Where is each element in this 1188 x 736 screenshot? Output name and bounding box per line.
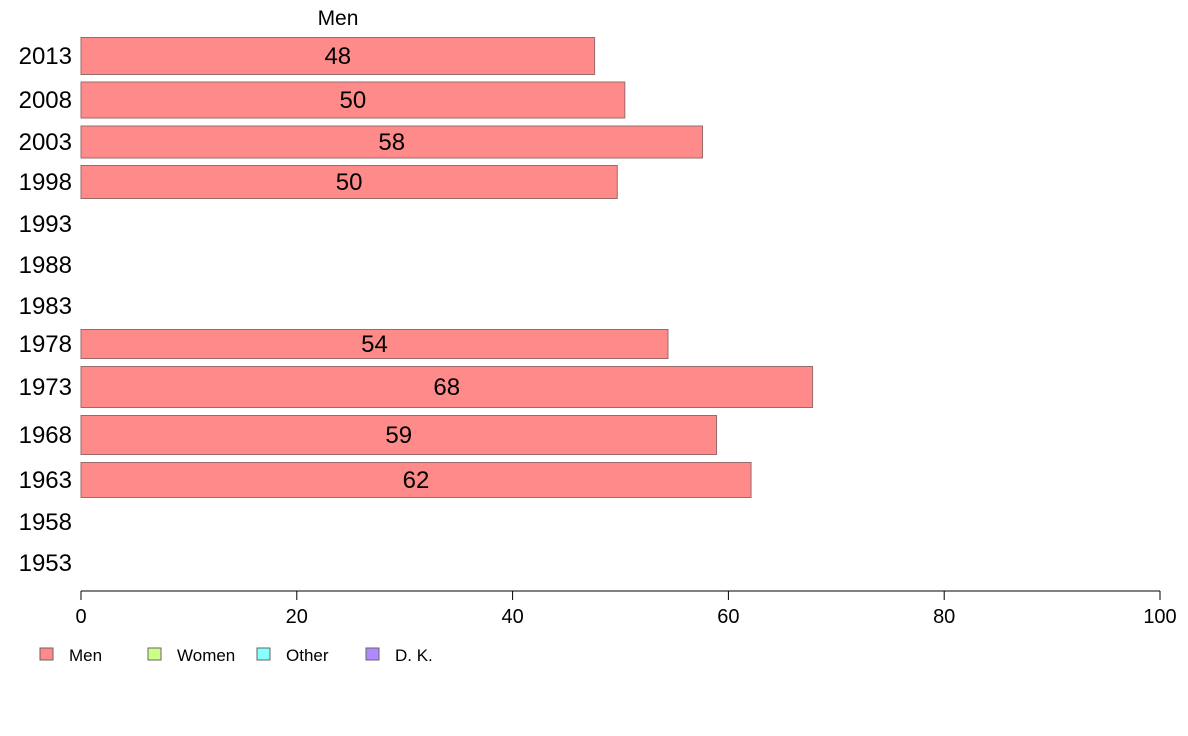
legend-label: Other — [286, 646, 329, 665]
y-tick-label: 1973 — [19, 374, 72, 401]
y-tick-label: 1998 — [19, 169, 72, 196]
bar — [80, 329, 669, 359]
x-tick-label: 80 — [933, 606, 955, 628]
legend-label: D. K. — [395, 646, 433, 665]
y-tick-label: 1963 — [19, 467, 72, 494]
bars — [80, 37, 814, 498]
y-tick-label: 1993 — [19, 211, 72, 238]
bar — [80, 415, 718, 455]
legend-swatch — [147, 647, 162, 661]
x-tick-label: 100 — [1143, 606, 1176, 628]
bar — [80, 165, 618, 199]
bar-value-label: 50 — [336, 169, 363, 196]
y-tick-label: 2013 — [19, 43, 72, 70]
legend-swatch — [39, 647, 54, 661]
legend-swatch — [365, 647, 380, 661]
y-tick-label: 1978 — [19, 331, 72, 358]
bar-value-label: 50 — [340, 87, 367, 114]
bar-value-label: 68 — [433, 374, 460, 401]
y-axis-tick-labels: 2013 2008 2003 1998 1993 1988 1983 1978 1973 1968… — [19, 43, 72, 577]
bar-value-label: 62 — [403, 467, 430, 494]
bar-value-label: 58 — [378, 129, 405, 156]
bar-value-label: 54 — [361, 331, 388, 358]
legend-label: Men — [69, 646, 102, 665]
legend-label: Women — [177, 646, 235, 665]
series-header: Men — [318, 7, 359, 30]
bar-value-label: 48 — [324, 43, 351, 70]
y-tick-label: 1968 — [19, 422, 72, 449]
x-tick-label: 40 — [501, 606, 523, 628]
bar-value-label: 59 — [385, 422, 412, 449]
bar — [80, 37, 596, 75]
bar-value-labels: 48 50 58 50 54 68 59 62 — [324, 43, 460, 494]
y-tick-label: 1958 — [19, 509, 72, 536]
legend: Men Women Other D. K. — [39, 646, 433, 665]
y-tick-label: 2008 — [19, 87, 72, 114]
bar — [80, 81, 626, 119]
x-tick-label: 0 — [75, 606, 86, 628]
x-tick-label: 20 — [286, 606, 308, 628]
legend-swatch — [256, 647, 271, 661]
y-tick-label: 1953 — [19, 550, 72, 577]
bar — [80, 462, 752, 498]
y-tick-label: 1988 — [19, 252, 72, 279]
y-tick-label: 2003 — [19, 129, 72, 156]
x-tick-label: 60 — [717, 606, 739, 628]
bar — [80, 125, 704, 159]
bar — [80, 366, 814, 408]
x-axis-ticks: 0 20 40 60 80 100 — [75, 591, 1177, 628]
y-tick-label: 1983 — [19, 293, 72, 320]
